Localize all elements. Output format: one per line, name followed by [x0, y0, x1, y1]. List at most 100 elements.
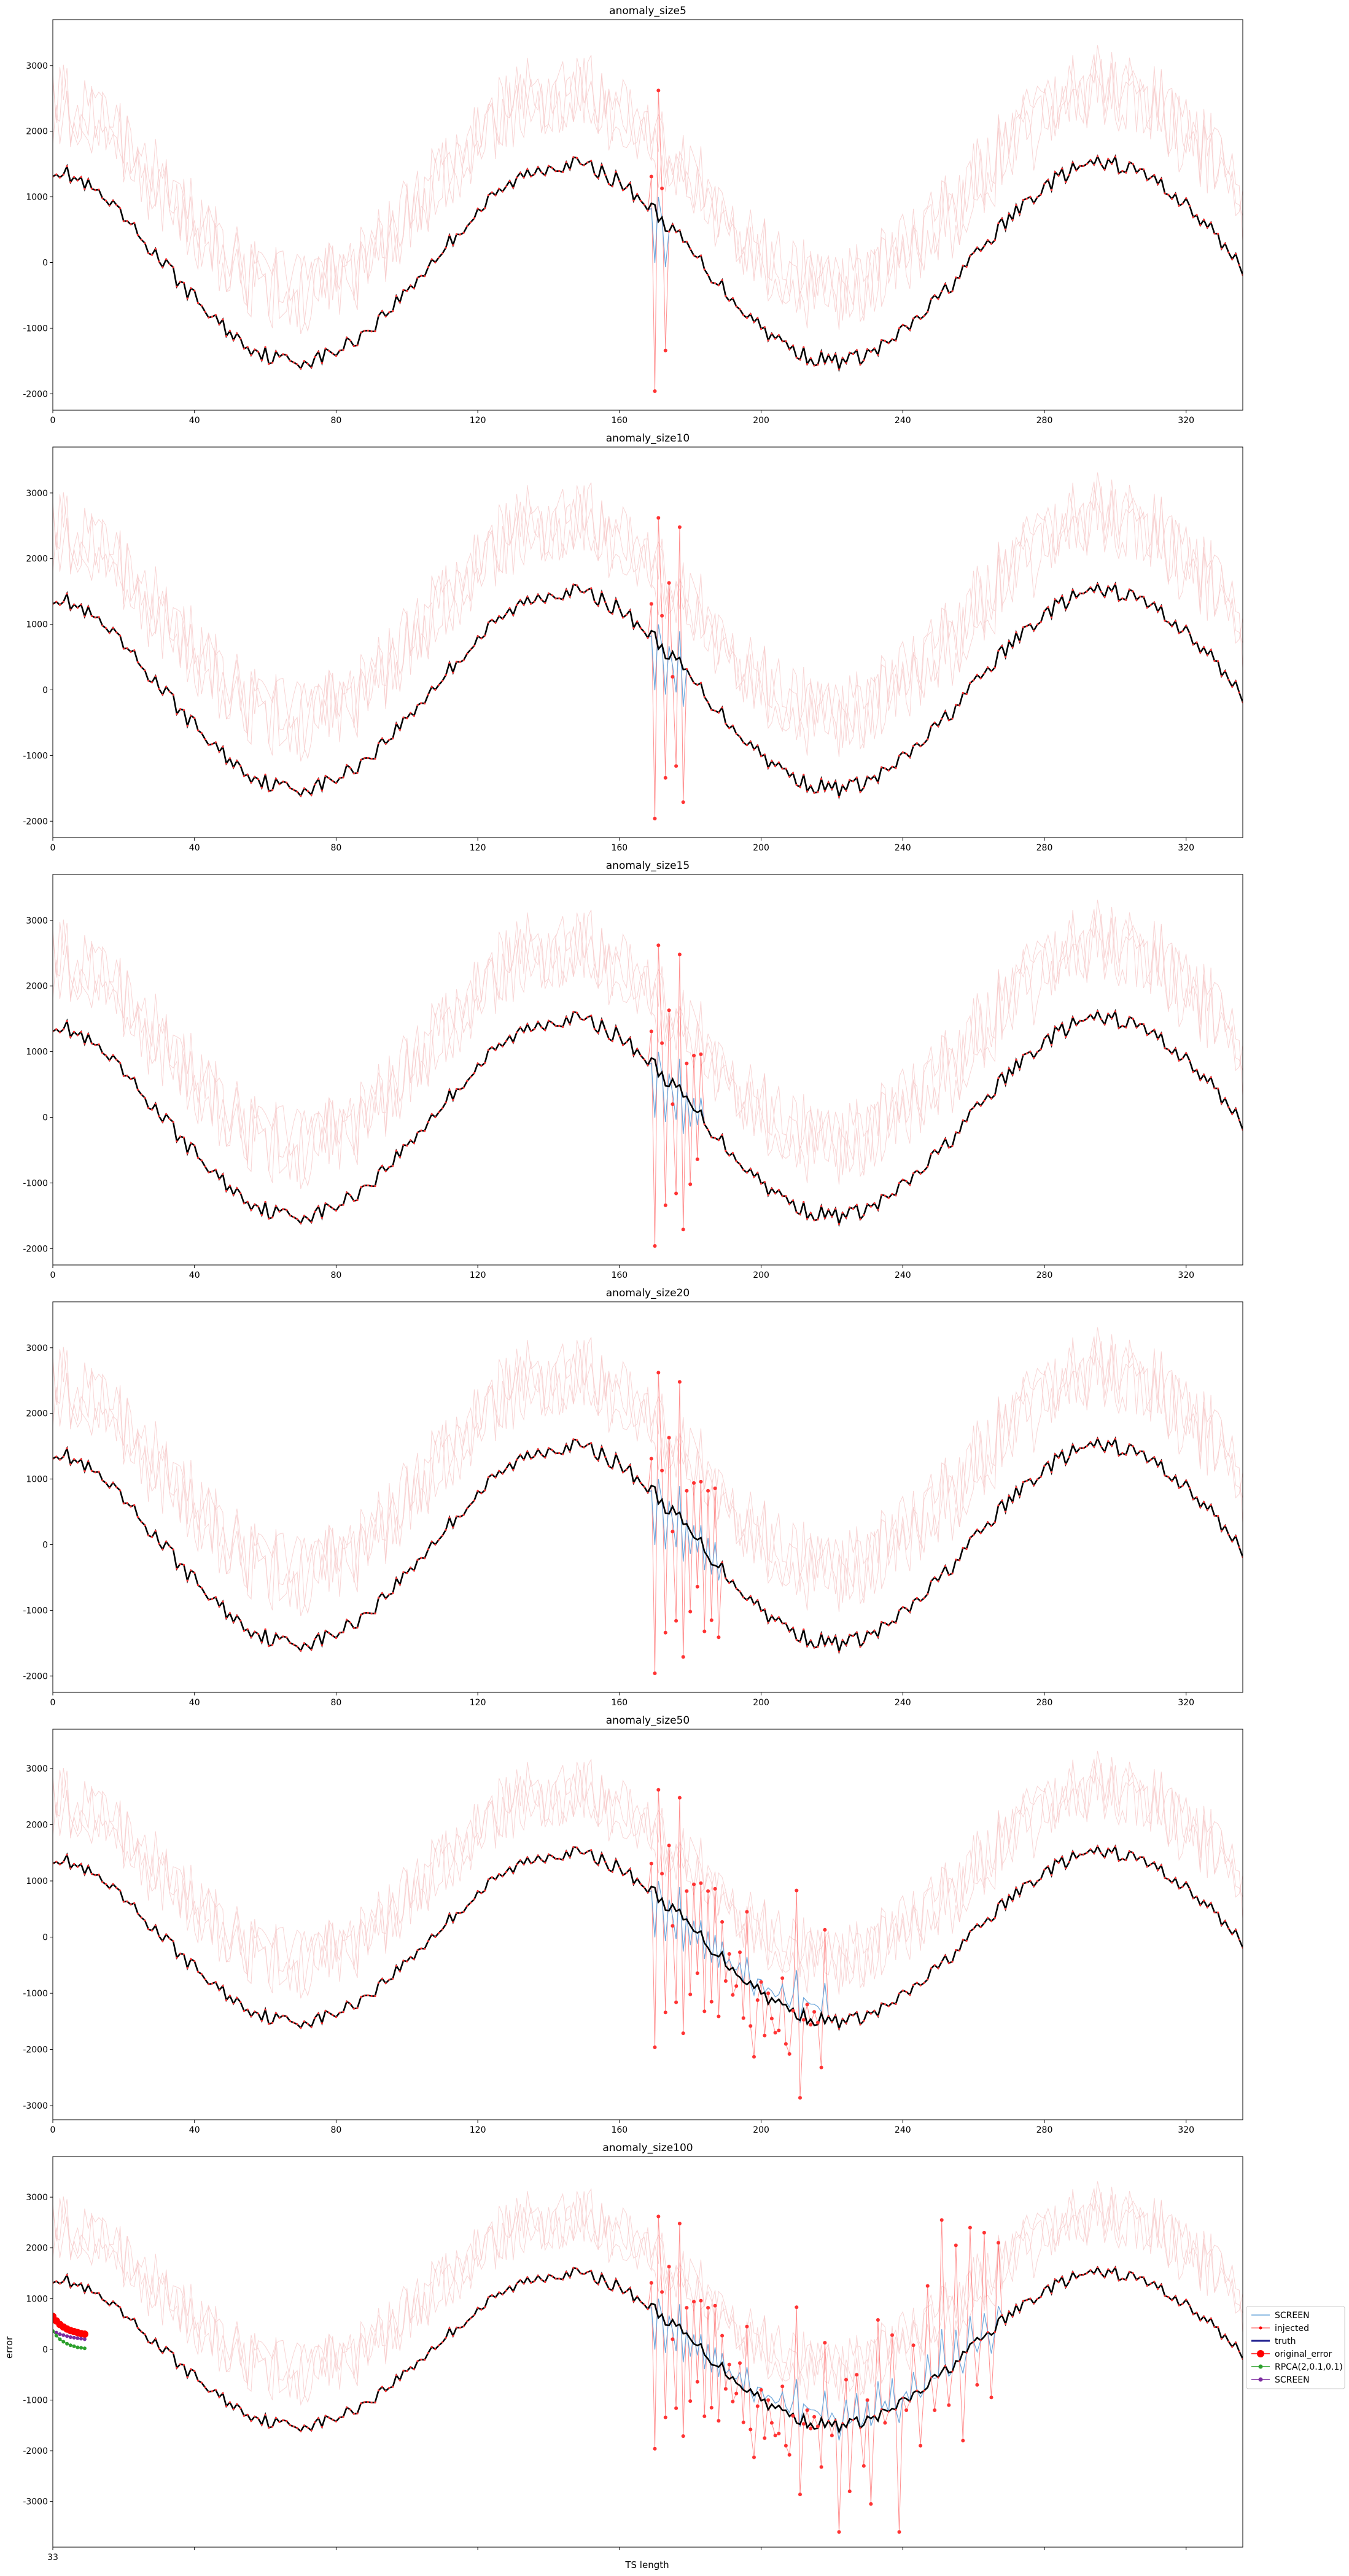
- faint-series-line: [53, 1336, 1243, 1613]
- injected-point: [328, 1204, 330, 1207]
- injected-point: [310, 366, 313, 369]
- injected-point: [947, 292, 950, 294]
- injected-point: [1149, 1031, 1152, 1033]
- injected-point: [895, 2408, 897, 2411]
- injected-point: [901, 1178, 904, 1181]
- injected-point: [69, 1463, 72, 1466]
- injected-point: [636, 620, 639, 623]
- injected-point: [688, 1609, 693, 1614]
- injected-point: [863, 787, 865, 789]
- injected-point: [505, 2289, 507, 2292]
- screen-error-point: [79, 2337, 84, 2341]
- injected-point: [1224, 669, 1226, 672]
- injected-point: [604, 174, 607, 176]
- injected-point: [1153, 174, 1156, 176]
- injected-point: [845, 1644, 847, 1646]
- injected-point: [196, 302, 200, 305]
- injected-point: [1033, 202, 1035, 204]
- injected-point: [636, 2295, 639, 2298]
- injected-point: [58, 176, 61, 179]
- injected-point: [1231, 1113, 1234, 1115]
- injected-point: [427, 693, 430, 696]
- injected-point: [820, 1632, 823, 1635]
- injected-point: [526, 1856, 529, 1859]
- injected-point: [410, 712, 412, 714]
- injected-point: [677, 2222, 682, 2225]
- injected-point: [303, 787, 306, 790]
- injected-point: [919, 2443, 923, 2448]
- injected-point: [321, 362, 324, 364]
- injected-point: [855, 2011, 858, 2014]
- injected-point: [1040, 1878, 1042, 1880]
- injected-point: [537, 593, 539, 596]
- injected-point: [1103, 168, 1106, 171]
- injected-point: [601, 591, 603, 594]
- injected-point: [877, 1636, 879, 1638]
- injected-point: [268, 2023, 270, 2025]
- injected-point: [983, 1100, 986, 1102]
- injected-point: [1238, 1546, 1240, 1549]
- injected-point: [268, 1645, 270, 1648]
- injected-point: [745, 2324, 749, 2329]
- injected-point: [264, 1200, 266, 1203]
- injected-point: [1181, 203, 1184, 205]
- injected-point: [572, 1438, 575, 1441]
- injected-point: [1086, 163, 1088, 165]
- injected-point: [709, 2405, 713, 2410]
- injected-point: [699, 254, 702, 257]
- injected-point: [841, 357, 844, 359]
- injected-point: [753, 1176, 755, 1178]
- injected-point: [328, 1632, 330, 1634]
- injected-point: [859, 1646, 861, 1648]
- injected-point: [731, 1993, 735, 1997]
- injected-point: [257, 2012, 260, 2015]
- injected-point: [289, 1641, 291, 1644]
- injected-point: [1086, 1018, 1088, 1020]
- injected-point: [1005, 1083, 1007, 1086]
- injected-point: [310, 2026, 313, 2028]
- injected-point: [498, 1469, 500, 1472]
- injected-point: [321, 2022, 324, 2025]
- injected-point: [523, 604, 525, 606]
- injected-point: [987, 239, 989, 241]
- injected-point: [809, 357, 812, 360]
- injected-point: [1015, 1486, 1017, 1488]
- injected-point: [997, 1077, 1000, 1080]
- injected-point: [494, 194, 497, 197]
- injected-point: [901, 324, 904, 326]
- injected-point: [1160, 177, 1162, 180]
- injected-point: [289, 1214, 291, 1216]
- injected-point: [133, 1076, 136, 1079]
- injected-point: [997, 222, 1000, 225]
- screen-line: [53, 1010, 1243, 1226]
- injected-point: [476, 1062, 479, 1065]
- injected-point: [791, 344, 795, 347]
- injected-point: [919, 745, 922, 747]
- injected-point: [1199, 652, 1202, 654]
- injected-point: [884, 2003, 886, 2006]
- injected-point: [1008, 2310, 1010, 2313]
- injected-point: [289, 787, 291, 789]
- injected-point: [225, 2405, 228, 2408]
- injected-point: [363, 1185, 366, 1187]
- injected-point: [912, 1983, 915, 1986]
- injected-point: [1174, 620, 1176, 622]
- injected-point: [214, 314, 217, 316]
- injected-point: [214, 1169, 217, 1171]
- injected-point: [154, 1924, 157, 1927]
- injected-point: [55, 1455, 58, 1458]
- injected-point: [823, 2341, 827, 2345]
- injected-point: [905, 325, 908, 328]
- injected-point: [827, 1636, 830, 1638]
- injected-point: [324, 1202, 327, 1205]
- injected-point: [649, 1457, 653, 1461]
- injected-point: [993, 1094, 996, 1096]
- injected-point: [537, 2274, 539, 2277]
- injected-point: [1011, 1899, 1014, 1902]
- injected-point: [1174, 1877, 1176, 1880]
- injected-point: [625, 1872, 628, 1874]
- injected-point: [211, 1170, 214, 1173]
- injected-point: [831, 1215, 833, 1218]
- injected-point: [1234, 2341, 1237, 2344]
- injected-point: [66, 165, 68, 168]
